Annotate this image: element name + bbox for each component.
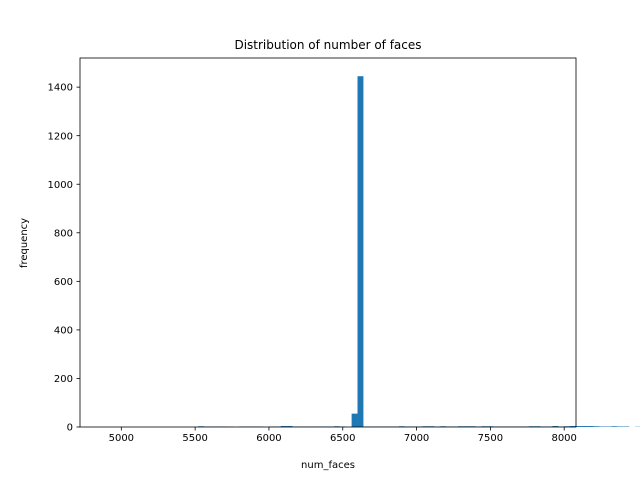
histogram-bar	[576, 426, 582, 427]
histogram-bar	[351, 413, 358, 427]
x-tick-label: 7500	[478, 433, 503, 444]
y-tick-label: 200	[54, 374, 73, 385]
histogram-bar	[587, 426, 594, 427]
histogram-bar	[593, 426, 600, 427]
histogram-bar	[581, 426, 588, 427]
y-tick-label: 0	[67, 423, 73, 434]
histogram-bar	[552, 426, 559, 427]
x-tick-label: 5500	[182, 433, 207, 444]
x-tick-label: 5000	[109, 433, 134, 444]
y-axis-label: frequency	[19, 218, 30, 268]
x-tick-label: 6000	[256, 433, 281, 444]
y-tick-label: 1000	[48, 180, 73, 191]
y-axis-ticks: 0 200 400 600 800 1000 1200 1400	[48, 83, 80, 434]
x-tick-label: 8000	[551, 433, 576, 444]
x-axis-ticks: 5000 5500 6000 6500 7000 7500 8000	[109, 427, 577, 444]
histogram-bar	[286, 426, 293, 427]
y-tick-label: 1400	[48, 83, 73, 94]
histogram-bar	[280, 426, 287, 427]
x-axis-label: num_faces	[301, 460, 355, 471]
y-tick-label: 600	[54, 277, 73, 288]
y-tick-label: 800	[54, 228, 73, 239]
bars-group	[198, 76, 640, 428]
histogram-bar	[611, 426, 618, 427]
histogram-bar	[357, 76, 364, 428]
x-tick-label: 7000	[404, 433, 429, 444]
y-tick-label: 1200	[48, 131, 73, 142]
plot-frame	[79, 57, 577, 428]
x-tick-label: 6500	[330, 433, 355, 444]
histogram-bar	[570, 426, 576, 427]
y-tick-label: 400	[54, 325, 73, 336]
chart-title: Distribution of number of faces	[234, 38, 421, 52]
